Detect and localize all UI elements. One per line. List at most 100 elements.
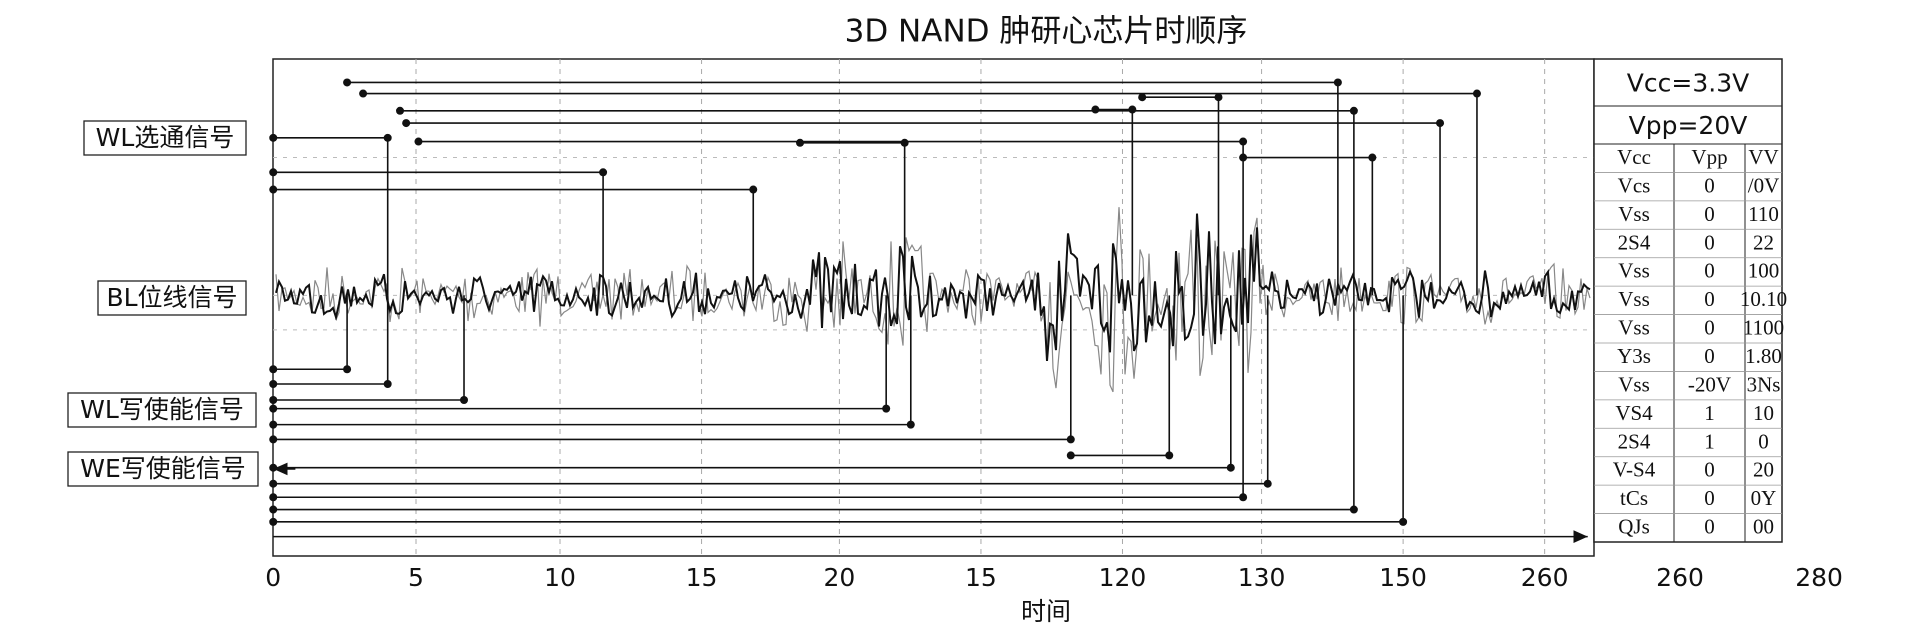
waveform-trace xyxy=(275,207,1591,393)
connector-dot xyxy=(599,168,608,177)
table-cell: 1 xyxy=(1704,401,1715,425)
connector-dot xyxy=(359,89,368,98)
table-cell: Vcs xyxy=(1618,173,1651,197)
title: 3D NAND 肿研心芯片时顺序 xyxy=(845,14,1248,50)
signal-labels: WL选通信号 BL位线信号 WL写使能信号 WE写使能信号 xyxy=(67,120,259,487)
table-cell: Vcc xyxy=(1617,145,1651,169)
table-cell: 0 xyxy=(1704,316,1715,340)
table-cell: Y3s xyxy=(1617,344,1651,368)
connector-dot xyxy=(1399,517,1408,526)
connector-dot xyxy=(269,380,278,389)
connector-dot xyxy=(269,168,278,177)
connector-dot xyxy=(269,133,278,142)
plot-frame xyxy=(272,58,1595,557)
connector-dot xyxy=(1165,451,1174,460)
connector-dot xyxy=(269,396,278,405)
waveform-trace xyxy=(275,213,1591,361)
connector-dot xyxy=(1066,451,1075,460)
table-cell: 22 xyxy=(1753,230,1774,254)
grid xyxy=(273,59,1594,556)
table-cell: 10.10 xyxy=(1740,287,1787,311)
connector-dot xyxy=(383,380,392,389)
connector-dot xyxy=(414,137,423,146)
connector-dot xyxy=(1226,463,1235,472)
connector-dot xyxy=(749,185,758,194)
connector-dot xyxy=(1138,93,1147,102)
signal-label: WL写使能信号 xyxy=(80,395,244,424)
connector-dot xyxy=(1436,119,1445,128)
connector-dot xyxy=(882,404,891,413)
table-cell: 00 xyxy=(1753,515,1774,539)
connector-dot xyxy=(796,138,805,147)
table-cell: 100 xyxy=(1748,259,1780,283)
connector-dot xyxy=(1239,153,1248,162)
table-cell: Vss xyxy=(1618,372,1650,396)
connector-dot xyxy=(1128,105,1137,114)
x-ticks: 0 5 10 15 20 15 120 130 150 260 260 280 xyxy=(265,563,1843,592)
table-cell: Vss xyxy=(1618,287,1650,311)
connector-dot xyxy=(460,396,469,405)
label-box xyxy=(67,451,259,487)
x-tick-label: 120 xyxy=(1099,563,1147,592)
table-header: Vcc=3.3V xyxy=(1627,69,1749,98)
table-cell: 1.80 xyxy=(1745,344,1782,368)
table-cell: 0 xyxy=(1704,458,1715,482)
table-cell: VS4 xyxy=(1615,401,1653,425)
connector-dot xyxy=(343,365,352,374)
table-cell: 0 xyxy=(1704,173,1715,197)
label-box xyxy=(67,392,257,428)
table-cell: tCs xyxy=(1620,486,1648,510)
table-cell: 20 xyxy=(1753,458,1774,482)
connectors xyxy=(269,78,1588,544)
connector-dot xyxy=(1239,493,1248,502)
table-cell: Vss xyxy=(1618,316,1650,340)
table-cell: 0 xyxy=(1704,287,1715,311)
table-header: Vpp=20V xyxy=(1629,111,1748,140)
table-frame xyxy=(1593,58,1783,543)
connector-dot xyxy=(269,420,278,429)
connector-dot xyxy=(1091,105,1100,114)
table-cell: Vss xyxy=(1618,259,1650,283)
table-cell: V-S4 xyxy=(1613,458,1656,482)
table-cell: 0 xyxy=(1704,202,1715,226)
signal-label: WE写使能信号 xyxy=(80,454,246,483)
table-cell: 0Y xyxy=(1751,486,1777,510)
connector-dot xyxy=(269,435,278,444)
x-axis-label: 时间 xyxy=(1021,597,1071,626)
x-tick-label: 150 xyxy=(1379,563,1427,592)
label-box xyxy=(83,120,247,156)
table-cell: 0 xyxy=(1758,429,1769,453)
x-tick-label: 260 xyxy=(1656,563,1704,592)
connector-dot xyxy=(1349,505,1358,514)
x-tick-label: 10 xyxy=(544,563,576,592)
connector-dot xyxy=(269,404,278,413)
connector-dot xyxy=(269,463,278,472)
table-cell: Vpp xyxy=(1691,145,1727,169)
table-cell: Vss xyxy=(1618,202,1650,226)
connector-dot xyxy=(396,106,405,115)
connector-dot xyxy=(906,420,915,429)
x-tick-label: 260 xyxy=(1521,563,1569,592)
connector-dot xyxy=(900,138,909,147)
connector-dot xyxy=(1333,78,1342,87)
table-cell: /0V xyxy=(1748,173,1780,197)
x-tick-label: 20 xyxy=(823,563,855,592)
x-tick-label: 130 xyxy=(1238,563,1286,592)
connector-dot xyxy=(269,505,278,514)
table-cell: 0 xyxy=(1704,515,1715,539)
signal-label: WL选通信号 xyxy=(96,123,235,152)
table-cell: 10 xyxy=(1753,401,1774,425)
connector-dot xyxy=(343,78,352,87)
table-cell: 2S4 xyxy=(1618,429,1651,453)
table-cell: 0 xyxy=(1704,486,1715,510)
signal-label: BL位线信号 xyxy=(106,283,237,312)
x-tick-label: 280 xyxy=(1795,563,1843,592)
connector-dot xyxy=(1349,106,1358,115)
table-cell: 2S4 xyxy=(1618,230,1651,254)
x-tick-label: 15 xyxy=(965,563,997,592)
connector-dot xyxy=(269,185,278,194)
table-cell: 1100 xyxy=(1743,316,1784,340)
